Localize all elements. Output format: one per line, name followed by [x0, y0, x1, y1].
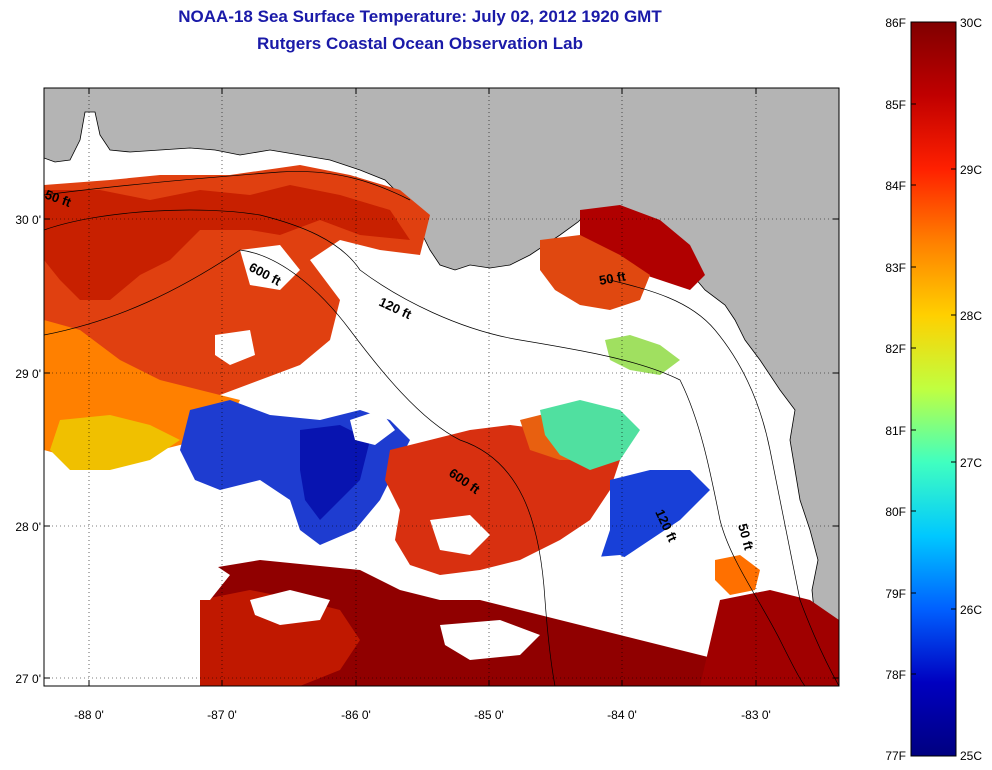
sst-data-layer — [44, 165, 839, 686]
lon-tick-label: -87 0' — [207, 708, 237, 722]
colorbar-f-label: 77F — [885, 749, 906, 763]
colorbar-f-label: 78F — [885, 668, 906, 682]
frame-ticks — [44, 88, 839, 686]
lon-tick-label: -84 0' — [607, 708, 637, 722]
colorbar-f-label: 79F — [885, 587, 906, 601]
colorbar-f-label: 80F — [885, 505, 906, 519]
colorbar-c-label: 30C — [960, 16, 982, 30]
lat-tick-label: 28 0' — [15, 520, 41, 534]
colorbar-f-label: 81F — [885, 424, 906, 438]
colorbar-f-label: 85F — [885, 98, 906, 112]
colorbar-c-label: 29C — [960, 163, 982, 177]
land-mass — [44, 88, 839, 681]
colorbar-f-label: 82F — [885, 342, 906, 356]
lon-tick-label: -85 0' — [474, 708, 504, 722]
lat-tick-label: 30 0' — [15, 213, 41, 227]
contour-label: 50 ft — [598, 268, 628, 288]
lon-tick-label: -86 0' — [341, 708, 371, 722]
contour-label: 50 ft — [735, 522, 757, 552]
colorbar-f-label: 83F — [885, 261, 906, 275]
lat-tick-label: 27 0' — [15, 672, 41, 686]
depth-contours — [44, 171, 839, 686]
colorbar-ticks — [911, 21, 956, 757]
lon-tick-label: -88 0' — [74, 708, 104, 722]
colorbar-c-label: 27C — [960, 456, 982, 470]
colorbar — [910, 21, 957, 757]
lon-tick-label: -83 0' — [741, 708, 771, 722]
map-subtitle: Rutgers Coastal Ocean Observation Lab — [257, 34, 583, 53]
colorbar-c-label: 25C — [960, 749, 982, 763]
map-title: NOAA-18 Sea Surface Temperature: July 02… — [178, 7, 662, 26]
lat-tick-label: 29 0' — [15, 367, 41, 381]
colorbar-c-label: 28C — [960, 309, 982, 323]
map-frame — [43, 87, 840, 687]
colorbar-c-label: 26C — [960, 603, 982, 617]
colorbar-f-label: 84F — [885, 179, 906, 193]
lat-lon-grid — [44, 88, 839, 686]
colorbar-f-label: 86F — [885, 16, 906, 30]
